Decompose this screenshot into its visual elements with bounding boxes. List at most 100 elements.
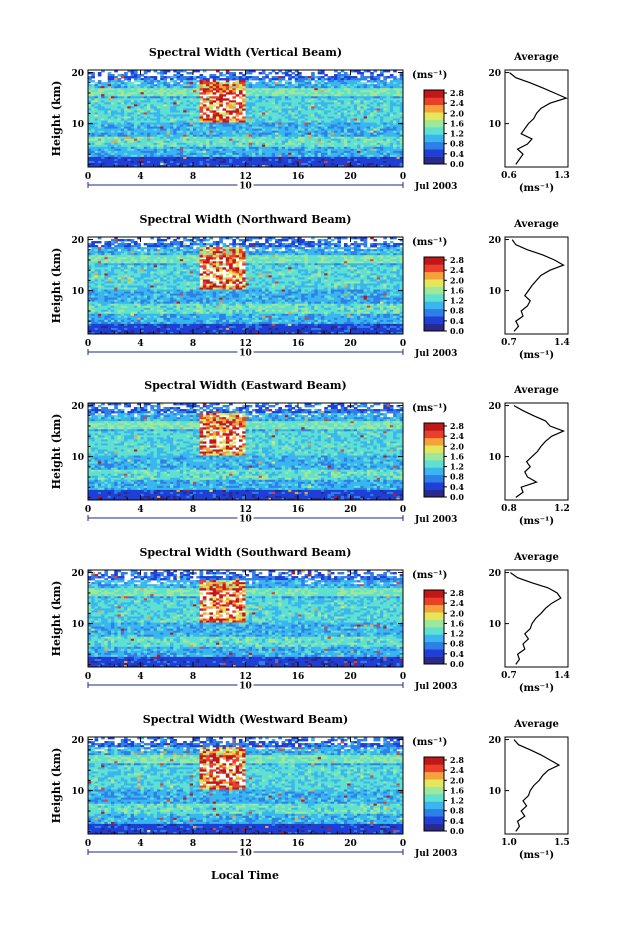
heatmap-cell — [393, 78, 397, 81]
heatmap-cell — [88, 76, 92, 79]
heatmap-cell — [357, 112, 361, 115]
heatmap-cell — [170, 90, 174, 93]
heatmap-cell — [307, 84, 312, 87]
heatmap-cell — [186, 142, 191, 146]
heatmap-cell — [248, 98, 253, 101]
heatmap-cell — [186, 108, 191, 111]
heatmap-cell — [343, 160, 348, 164]
heatmap-cell — [120, 104, 125, 107]
heatmap-cell — [219, 86, 223, 89]
heatmap-cell — [360, 138, 364, 142]
heatmap-cell — [104, 134, 109, 138]
heatmap-cell — [170, 124, 174, 127]
heatmap-cell — [334, 108, 338, 111]
heatmap-cell — [206, 90, 210, 93]
heatmap-cell — [343, 154, 348, 158]
heatmap-cell — [238, 82, 243, 85]
heatmap-cell — [334, 134, 338, 138]
heatmap-cell — [304, 138, 309, 142]
heatmap-cell — [186, 158, 191, 162]
heatmap-cell — [255, 134, 259, 138]
heatmap-cell — [245, 82, 250, 85]
heatmap-cell — [307, 80, 312, 83]
heatmap-cell — [281, 136, 286, 140]
heatmap-cell — [199, 116, 204, 119]
heatmap-cell — [353, 156, 358, 160]
heatmap-cell — [284, 86, 289, 89]
heatmap-cell — [97, 160, 102, 164]
heatmap-cell — [156, 136, 161, 140]
heatmap-cell — [337, 116, 342, 119]
heatmap-cell — [137, 110, 141, 113]
heatmap-cell — [393, 96, 397, 99]
heatmap-cell — [179, 130, 184, 133]
heatmap-cell — [396, 148, 401, 152]
heatmap-cell — [193, 114, 197, 117]
heatmap-cell — [366, 112, 371, 115]
heatmap-cell — [156, 82, 161, 85]
heatmap-cell — [261, 106, 266, 109]
heatmap-cell — [127, 122, 132, 125]
heatmap-cell — [107, 277, 112, 280]
heatmap-cell — [248, 108, 253, 111]
heatmap-cell — [120, 245, 125, 248]
heatmap-cell — [133, 86, 138, 89]
heatmap-cell — [347, 112, 351, 115]
heatmap-cell — [94, 303, 99, 307]
heatmap-cell — [353, 114, 358, 117]
heatmap-cell — [327, 108, 332, 111]
heatmap-cell — [209, 118, 214, 121]
heatmap-cell — [222, 114, 227, 117]
heatmap-cell — [245, 92, 250, 95]
heatmap-cell — [150, 116, 154, 119]
heatmap-cell — [212, 152, 217, 156]
heatmap-cell — [317, 118, 322, 121]
heatmap-cell — [199, 158, 204, 162]
heatmap-cell — [288, 134, 292, 138]
heatmap-cell — [350, 114, 355, 117]
heatmap-cell — [88, 110, 92, 113]
heatmap-cell — [380, 148, 384, 152]
heatmap-cell — [222, 148, 227, 152]
heatmap-cell — [88, 321, 92, 325]
heatmap-cell — [252, 116, 256, 119]
heatmap-cell — [386, 148, 391, 152]
heatmap-cell — [133, 162, 138, 166]
heatmap-cell — [88, 263, 92, 266]
heatmap-cell — [366, 132, 371, 136]
heatmap-cell — [120, 142, 125, 146]
heatmap-cell — [373, 124, 378, 127]
heatmap-cell — [229, 148, 233, 152]
heatmap-cell — [311, 148, 315, 152]
heatmap-cell — [183, 92, 187, 95]
heatmap-cell — [275, 164, 279, 168]
heatmap-cell — [91, 158, 95, 162]
heatmap-cell — [209, 150, 214, 154]
heatmap-cell — [373, 146, 378, 150]
heatmap-cell — [179, 144, 184, 148]
heatmap-cell — [130, 152, 135, 156]
heatmap-cell — [147, 130, 151, 133]
heatmap-cell — [337, 96, 342, 99]
heatmap-cell — [110, 84, 115, 87]
heatmap-cell — [127, 94, 132, 97]
heatmap-cell — [311, 108, 315, 111]
heatmap-cell — [94, 140, 99, 144]
heatmap-cell — [166, 76, 171, 79]
heatmap-cell — [163, 104, 168, 107]
heatmap-cell — [130, 164, 135, 168]
heatmap-cell — [353, 134, 358, 138]
heatmap-cell — [360, 72, 364, 75]
heatmap-cell — [360, 118, 364, 121]
heatmap-cell — [107, 122, 112, 125]
heatmap-cell — [248, 82, 253, 85]
heatmap-cell — [186, 76, 191, 79]
heatmap-cell — [225, 76, 230, 79]
heatmap-cell — [376, 104, 381, 107]
heatmap-cell — [245, 142, 250, 146]
heatmap-cell — [307, 140, 312, 144]
heatmap-cell — [170, 156, 174, 160]
heatmap-cell — [130, 148, 135, 152]
heatmap-cell — [222, 82, 227, 85]
heatmap-cell — [143, 148, 148, 152]
